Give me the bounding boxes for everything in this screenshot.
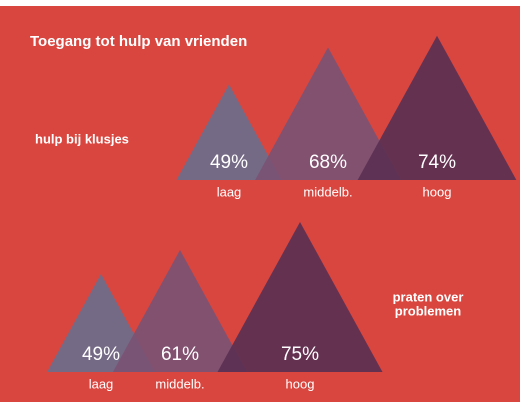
triangle xyxy=(357,35,517,181)
chart-title: Toegang tot hulp van vrienden xyxy=(30,33,247,50)
triangle xyxy=(217,222,383,372)
value-label: 61% xyxy=(161,344,199,365)
value-label: 75% xyxy=(281,344,319,365)
triangle xyxy=(112,250,248,372)
category-label: hoog xyxy=(286,376,315,391)
category-label: middelb. xyxy=(303,184,352,199)
value-label: 68% xyxy=(309,152,347,173)
series-label: praten over xyxy=(393,289,464,304)
series-label: problemen xyxy=(395,303,462,318)
series-label: hulp bij klusjes xyxy=(35,131,129,146)
category-label: laag xyxy=(217,184,242,199)
triangle xyxy=(255,47,401,181)
value-label: 49% xyxy=(210,152,248,173)
value-label: 49% xyxy=(82,344,120,365)
triangle xyxy=(176,84,282,180)
value-label: 74% xyxy=(418,152,456,173)
category-label: laag xyxy=(89,376,114,391)
category-label: hoog xyxy=(423,184,452,199)
category-label: middelb. xyxy=(155,376,204,391)
